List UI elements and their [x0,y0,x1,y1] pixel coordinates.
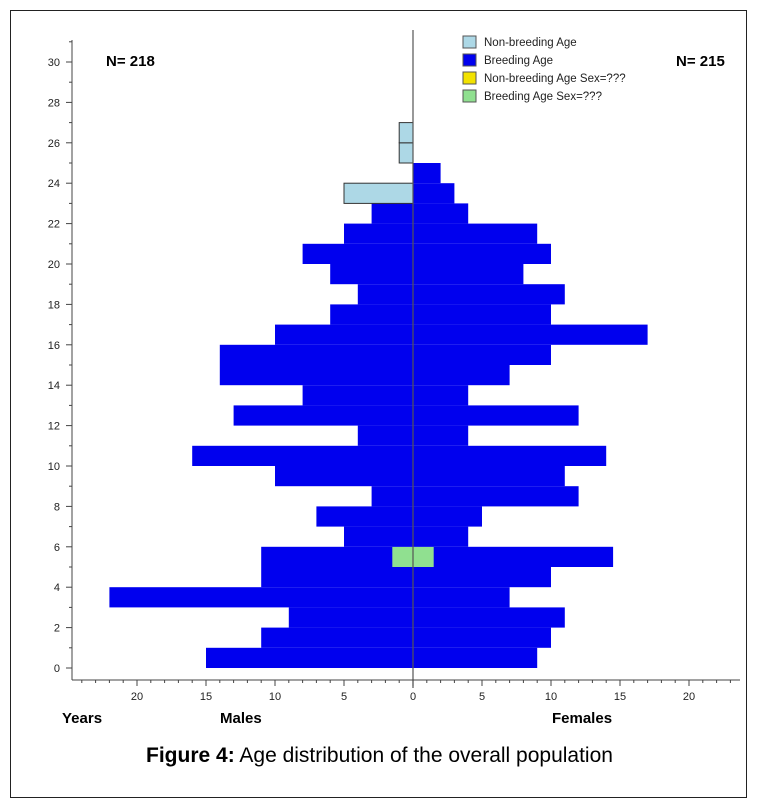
left-total-label: N= 218 [106,53,155,70]
female-bar-age-3 [413,587,510,608]
male-unknown-sex-bar-age-5 [392,546,413,567]
y-tick-label-2: 2 [54,623,60,635]
y-tick-label-22: 22 [48,219,60,231]
female-bar-age-21 [413,223,538,244]
male-bar-age-2 [288,607,413,628]
male-bar-age-20 [302,243,413,264]
female-bar-age-5 [413,546,614,567]
y-tick-label-28: 28 [48,97,60,109]
right-total-label: N= 215 [676,53,725,70]
male-bar-age-9 [275,466,413,487]
y-tick-label-8: 8 [54,501,60,513]
male-bar-age-0 [206,647,413,668]
male-nonbreeding-bar-age-26 [398,122,414,144]
figure-caption: Figure 4: Age distribution of the overal… [0,744,759,768]
y-tick-label-18: 18 [48,299,60,311]
caption-text: Age distribution of the overall populati… [234,744,613,767]
male-bar-age-3 [109,587,414,608]
male-bar-age-11 [357,425,413,446]
legend-swatch-0 [462,35,477,49]
x-tick-label-4: 0 [410,691,416,703]
legend-label-3: Breeding Age Sex=??? [484,91,602,103]
female-bar-age-20 [413,243,551,264]
female-bar-age-23 [413,183,455,204]
y-tick-label-0: 0 [54,663,60,675]
male-bar-age-17 [330,304,413,325]
female-bar-age-17 [413,304,551,325]
x-tick-label-1: 15 [200,691,212,703]
bars-layer [109,122,648,668]
male-bar-age-14 [219,365,413,386]
y-tick-label-20: 20 [48,259,60,271]
female-bar-age-16 [413,324,648,345]
x-tick-label-2: 10 [269,691,281,703]
x-tick-label-7: 15 [614,691,626,703]
male-bar-age-18 [357,284,413,305]
female-bar-age-10 [413,445,607,466]
y-tick-label-6: 6 [54,542,60,554]
x-tick-label-3: 5 [341,691,347,703]
x-tick-label-0: 20 [131,691,143,703]
males-group-label: Males [220,710,262,727]
y-axis-label: Years [62,710,102,727]
female-bar-age-8 [413,486,579,507]
male-bar-age-1 [261,627,413,648]
y-tick-label-30: 30 [48,57,60,69]
male-bar-age-7 [316,506,413,527]
male-bar-age-22 [371,203,413,224]
x-tick-label-5: 5 [479,691,485,703]
female-unknown-sex-bar-age-5 [413,546,434,567]
female-bar-age-14 [413,365,510,386]
caption-label: Figure 4: [146,744,235,767]
male-bar-age-15 [219,344,413,365]
legend-label-0: Non-breeding Age [484,37,577,49]
female-bar-age-4 [413,567,551,588]
female-bar-age-9 [413,466,565,487]
female-bar-age-18 [413,284,565,305]
legend-label-1: Breeding Age [484,55,553,67]
male-bar-age-12 [233,405,413,426]
male-bar-age-5 [261,546,413,567]
y-tick-label-16: 16 [48,340,60,352]
female-bar-age-19 [413,264,524,285]
female-bar-age-1 [413,627,551,648]
legend-swatch-2 [462,71,477,85]
male-bar-age-13 [302,385,413,406]
female-bar-age-12 [413,405,579,426]
y-tick-label-26: 26 [48,138,60,150]
female-bar-age-13 [413,385,469,406]
female-bar-age-24 [413,163,441,184]
male-bar-age-19 [330,264,413,285]
male-bar-age-6 [344,526,413,547]
y-tick-label-4: 4 [54,582,60,594]
x-tick-label-8: 20 [683,691,695,703]
male-bar-age-10 [192,445,413,466]
female-bar-age-0 [413,647,538,668]
male-bar-age-8 [371,486,413,507]
female-bar-age-11 [413,425,469,446]
male-nonbreeding-bar-age-23 [343,182,414,204]
male-nonbreeding-bar-age-25 [398,142,414,164]
x-tick-label-6: 10 [545,691,557,703]
y-tick-label-14: 14 [48,380,60,392]
female-bar-age-15 [413,344,551,365]
y-tick-label-12: 12 [48,421,60,433]
legend-swatch-3 [462,89,477,103]
female-bar-age-7 [413,506,482,527]
male-bar-age-16 [275,324,413,345]
female-bar-age-22 [413,203,469,224]
female-bar-age-6 [413,526,469,547]
legend-label-2: Non-breeding Age Sex=??? [484,73,626,85]
female-bar-age-2 [413,607,565,628]
females-group-label: Females [552,710,612,727]
legend-swatch-1 [462,53,477,67]
y-tick-label-10: 10 [48,461,60,473]
male-bar-age-21 [344,223,413,244]
male-bar-age-4 [261,567,413,588]
legend: Non-breeding Age Breeding Age Non-breeding… [462,35,626,103]
y-tick-label-24: 24 [48,178,60,190]
